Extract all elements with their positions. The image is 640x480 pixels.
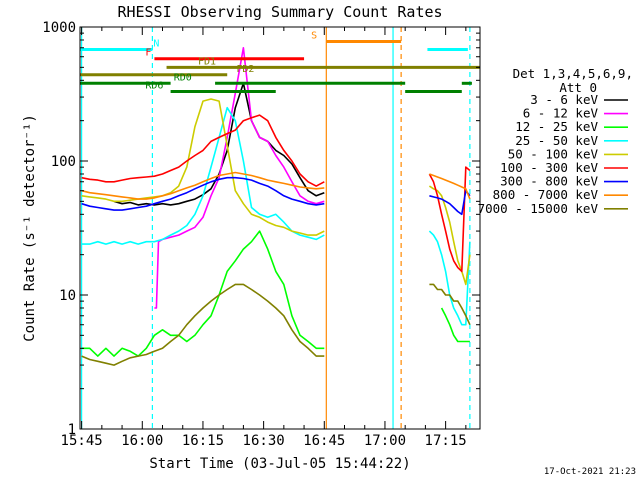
series-line-7-seg-0	[81, 171, 325, 200]
flag-bars: N S F FD1 FD2 RD0 RD6	[80, 30, 480, 94]
vertical-markers	[81, 27, 471, 429]
y-axis: 1 10 100 1000	[42, 20, 480, 438]
legend-label-1: 6 - 12 keV	[523, 106, 599, 121]
x-tick-label-1: 16:00	[121, 433, 163, 449]
legend-label-5: 100 - 300 keV	[500, 160, 598, 175]
x-tick-label-6: 17:15	[425, 433, 467, 449]
series-line-6-seg-1	[429, 189, 471, 216]
series-line-6-seg-0	[81, 176, 325, 211]
series-line-8-seg-0	[81, 283, 325, 366]
legend-label-6: 300 - 800 keV	[500, 174, 598, 189]
y-axis-label: Count Rate (s⁻¹ detector⁻¹)	[22, 114, 38, 342]
series-line-8-seg-1	[429, 283, 471, 326]
x-tick-label-0: 15:45	[61, 433, 103, 449]
flag-label-fd1: FD1	[198, 56, 216, 67]
plot-frame	[79, 26, 481, 430]
flag-label-s: S	[311, 30, 317, 41]
x-tick-label-2: 16:15	[182, 433, 224, 449]
chart-title: RHESSI Observing Summary Count Rates	[117, 3, 442, 21]
series-line-5-seg-0	[81, 114, 325, 187]
series-line-3-seg-0	[81, 106, 325, 245]
x-axis: 15:45 16:00 16:15 16:30 16:45 17:00 17:15	[61, 27, 467, 449]
flag-label-n: N	[153, 38, 159, 49]
timestamp: 17-Oct-2021 21:23	[544, 467, 636, 477]
legend-label-7: 800 - 7000 keV	[493, 187, 599, 202]
series-line-7-seg-1	[429, 173, 471, 200]
legend-label-2: 12 - 25 keV	[515, 119, 598, 134]
detector-header-line1: Det 1,3,4,5,6,9,	[513, 66, 633, 81]
flag-label-rd6: RD6	[145, 81, 163, 92]
series-line-2-seg-1	[440, 307, 470, 343]
series-line-2-seg-0	[81, 230, 325, 357]
y-tick-label-0: 1	[68, 422, 76, 438]
y-tick-label-2: 100	[51, 154, 76, 170]
flag-label-f: F	[145, 48, 151, 59]
x-tick-label-3: 16:30	[243, 433, 285, 449]
y-tick-label-1: 10	[59, 288, 76, 304]
legend-label-8: 7000 - 15000 keV	[478, 201, 599, 216]
series-line-5-seg-1	[428, 166, 471, 273]
x-axis-label: Start Time (03-Jul-05 15:44:22)	[149, 456, 410, 472]
series-line-4-seg-0	[81, 98, 325, 236]
legend-label-3: 25 - 50 keV	[515, 133, 598, 148]
legend-label-0: 3 - 6 keV	[530, 92, 598, 107]
y-tick-label-3: 1000	[42, 20, 76, 36]
x-tick-label-5: 17:00	[364, 433, 406, 449]
series-lines	[81, 46, 471, 366]
detector-header-line2: Att 0	[559, 80, 597, 95]
flag-label-rd0: RD0	[174, 72, 192, 83]
x-tick-label-4: 16:45	[303, 433, 345, 449]
flag-label-fd2: FD2	[236, 64, 254, 75]
legend-label-4: 50 - 100 keV	[508, 146, 599, 161]
